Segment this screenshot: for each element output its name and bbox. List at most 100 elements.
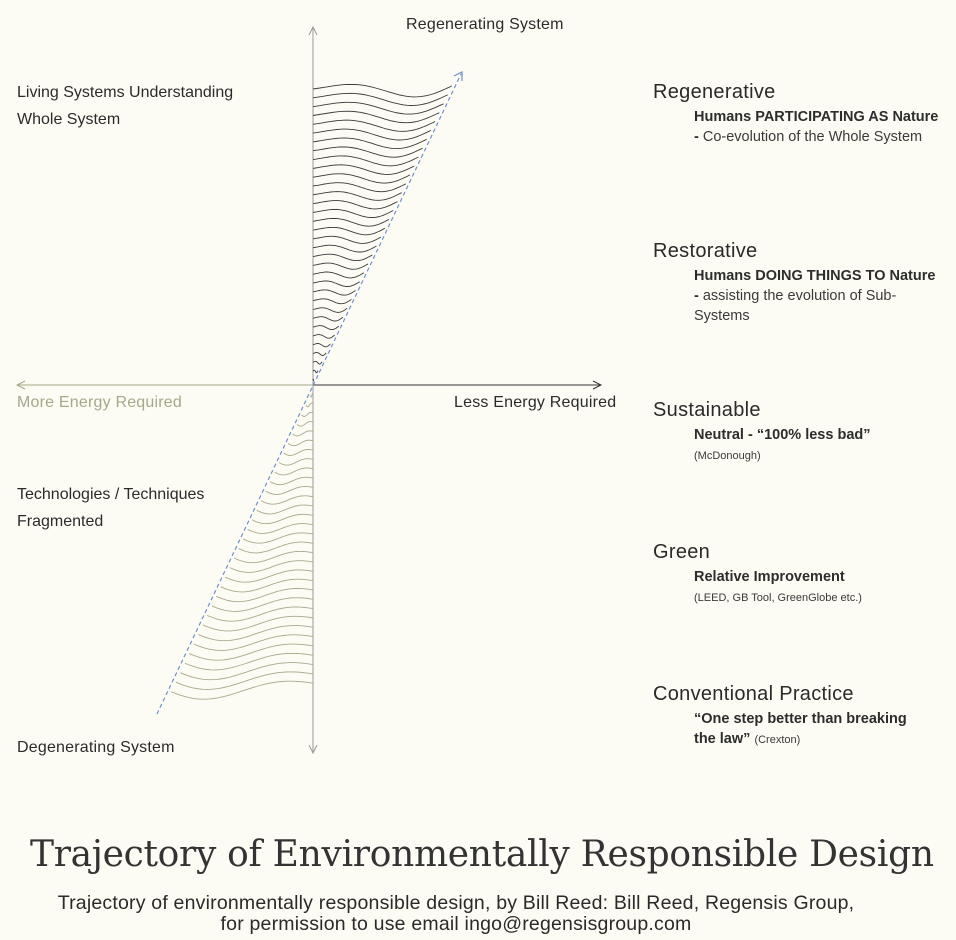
axes — [15, 25, 603, 755]
upper-wave-line — [312, 378, 315, 382]
stage-bold-text: Neutral - “100% less bad” — [694, 427, 871, 443]
stage-bold-text: “One step better than breaking the law” — [694, 711, 907, 747]
upper-wave-line — [312, 137, 427, 150]
stage-bold-text: Humans DOING THINGS TO Nature - — [694, 268, 936, 304]
lower-wave-line — [234, 550, 314, 564]
lower-wave-line — [278, 458, 314, 466]
upper-wave-line — [312, 92, 448, 106]
lower-wave-line — [220, 578, 314, 593]
lower-wave-line — [251, 513, 314, 525]
upper-wave-line — [312, 298, 352, 305]
upper-wave-line — [312, 191, 402, 201]
upper-wave-line — [312, 217, 390, 227]
lower-wave-line — [292, 430, 314, 437]
lower-wave-line — [265, 486, 314, 495]
upper-wave-line — [312, 128, 432, 141]
image-caption: Trajectory of environmentally responsibl… — [0, 893, 912, 935]
upper-wave-line — [312, 164, 415, 175]
stage-source: (Crexton) — [754, 734, 801, 746]
lower-wave-line — [198, 625, 314, 642]
upper-wave-line — [312, 360, 323, 365]
stage-text: assisting the evolution of Sub-Systems — [694, 288, 897, 324]
caption-line2: for permission to use email ingo@regensi… — [220, 913, 692, 935]
upper-wave-line — [312, 334, 335, 339]
lower-wave-line — [184, 652, 314, 671]
upper-wave-line — [312, 307, 348, 313]
stage-sustainable: Sustainable Neutral - “100% less bad” (Mc… — [653, 398, 943, 466]
lower-wave-line — [207, 606, 314, 622]
stage-title: Sustainable — [653, 399, 761, 421]
axis-bottom-label: Degenerating System — [17, 739, 175, 756]
lower-wave-line — [305, 402, 314, 408]
lower-wave-line — [211, 597, 314, 612]
upper-wave-line — [312, 316, 344, 322]
lower-wave-line — [193, 634, 314, 651]
stage-title: Regenerative — [653, 81, 776, 103]
stage-description: Humans PARTICIPATING AS Nature - Co-evol… — [694, 107, 943, 147]
stage-bold-text: Relative Improvement — [694, 569, 845, 585]
stage-bold-text: Humans PARTICIPATING AS Nature - — [694, 109, 939, 145]
lower-left-annotation: Technologies / Techniques Fragmented — [17, 481, 204, 535]
lower-wave-line — [296, 421, 314, 427]
upper-annotation-line2: Whole System — [17, 111, 121, 128]
lower-wave-line — [225, 569, 314, 583]
upper-wave-line — [312, 351, 327, 356]
degenerating-wave-lines — [171, 393, 314, 700]
lower-annotation-line2: Fragmented — [17, 513, 104, 530]
upper-wave-line — [312, 200, 398, 210]
upper-wave-line — [312, 226, 386, 236]
upper-wave-line — [312, 119, 436, 132]
stage-description: “One step better than breaking the law” … — [694, 709, 924, 750]
trajectory-arrowhead — [453, 71, 463, 81]
stage-title: Conventional Practice — [653, 683, 854, 705]
lower-wave-line — [171, 680, 314, 700]
lower-wave-line — [175, 671, 314, 690]
upper-wave-line — [312, 244, 377, 253]
upper-wave-line — [312, 235, 381, 244]
upper-wave-line — [312, 325, 340, 331]
lower-wave-line — [274, 467, 314, 476]
caption-line1: Trajectory of environmentally responsibl… — [57, 892, 855, 914]
stage-source: (McDonough) — [694, 450, 761, 462]
upper-wave-line — [312, 182, 407, 193]
stage-title: Green — [653, 541, 711, 563]
stage-title: Restorative — [653, 240, 758, 262]
diagram-title: Trajectory of Environmentally Responsibl… — [30, 834, 934, 875]
upper-wave-line — [312, 209, 394, 218]
lower-annotation-line1: Technologies / Techniques — [17, 486, 205, 503]
upper-wave-line — [312, 280, 360, 287]
lower-wave-line — [283, 448, 314, 456]
lower-wave-line — [229, 560, 314, 573]
stage-conventional-practice: Conventional Practice “One step better t… — [653, 682, 943, 750]
stage-text: Co-evolution of the Whole System — [698, 129, 923, 145]
stage-description: Humans DOING THINGS TO Nature - assistin… — [694, 266, 943, 326]
upper-wave-line — [312, 369, 319, 374]
upper-left-annotation: Living Systems Understanding Whole Syste… — [17, 79, 233, 133]
upper-wave-line — [312, 173, 411, 184]
lower-wave-line — [287, 439, 314, 447]
stage-green: Green Relative Improvement (LEED, GB Tool… — [653, 540, 943, 608]
stage-source: (LEED, GB Tool, GreenGlobe etc.) — [694, 592, 862, 604]
lower-wave-line — [269, 476, 314, 486]
upper-wave-line — [312, 289, 356, 296]
horizontal-axis-left-arrow — [15, 380, 26, 390]
vertical-axis-bottom-arrow — [308, 744, 318, 755]
axis-right-label: Less Energy Required — [454, 394, 617, 411]
upper-wave-line — [312, 343, 331, 348]
axis-left-label: More Energy Required — [17, 394, 182, 411]
lower-wave-line — [202, 615, 314, 632]
lower-wave-line — [256, 504, 314, 515]
upper-wave-line — [312, 253, 373, 262]
vertical-axis-top-arrow — [308, 25, 318, 36]
lower-wave-line — [310, 393, 314, 398]
lower-wave-line — [260, 495, 314, 505]
stage-regenerative: Regenerative Humans PARTICIPATING AS Nat… — [653, 80, 943, 147]
upper-wave-line — [312, 146, 423, 158]
lower-wave-line — [242, 532, 314, 544]
upper-wave-line — [312, 262, 369, 270]
trajectory-dashed-line — [156, 73, 462, 715]
upper-wave-line — [312, 83, 453, 98]
lower-wave-line — [189, 643, 314, 661]
stage-description: Relative Improvement (LEED, GB Tool, Gree… — [694, 567, 943, 608]
